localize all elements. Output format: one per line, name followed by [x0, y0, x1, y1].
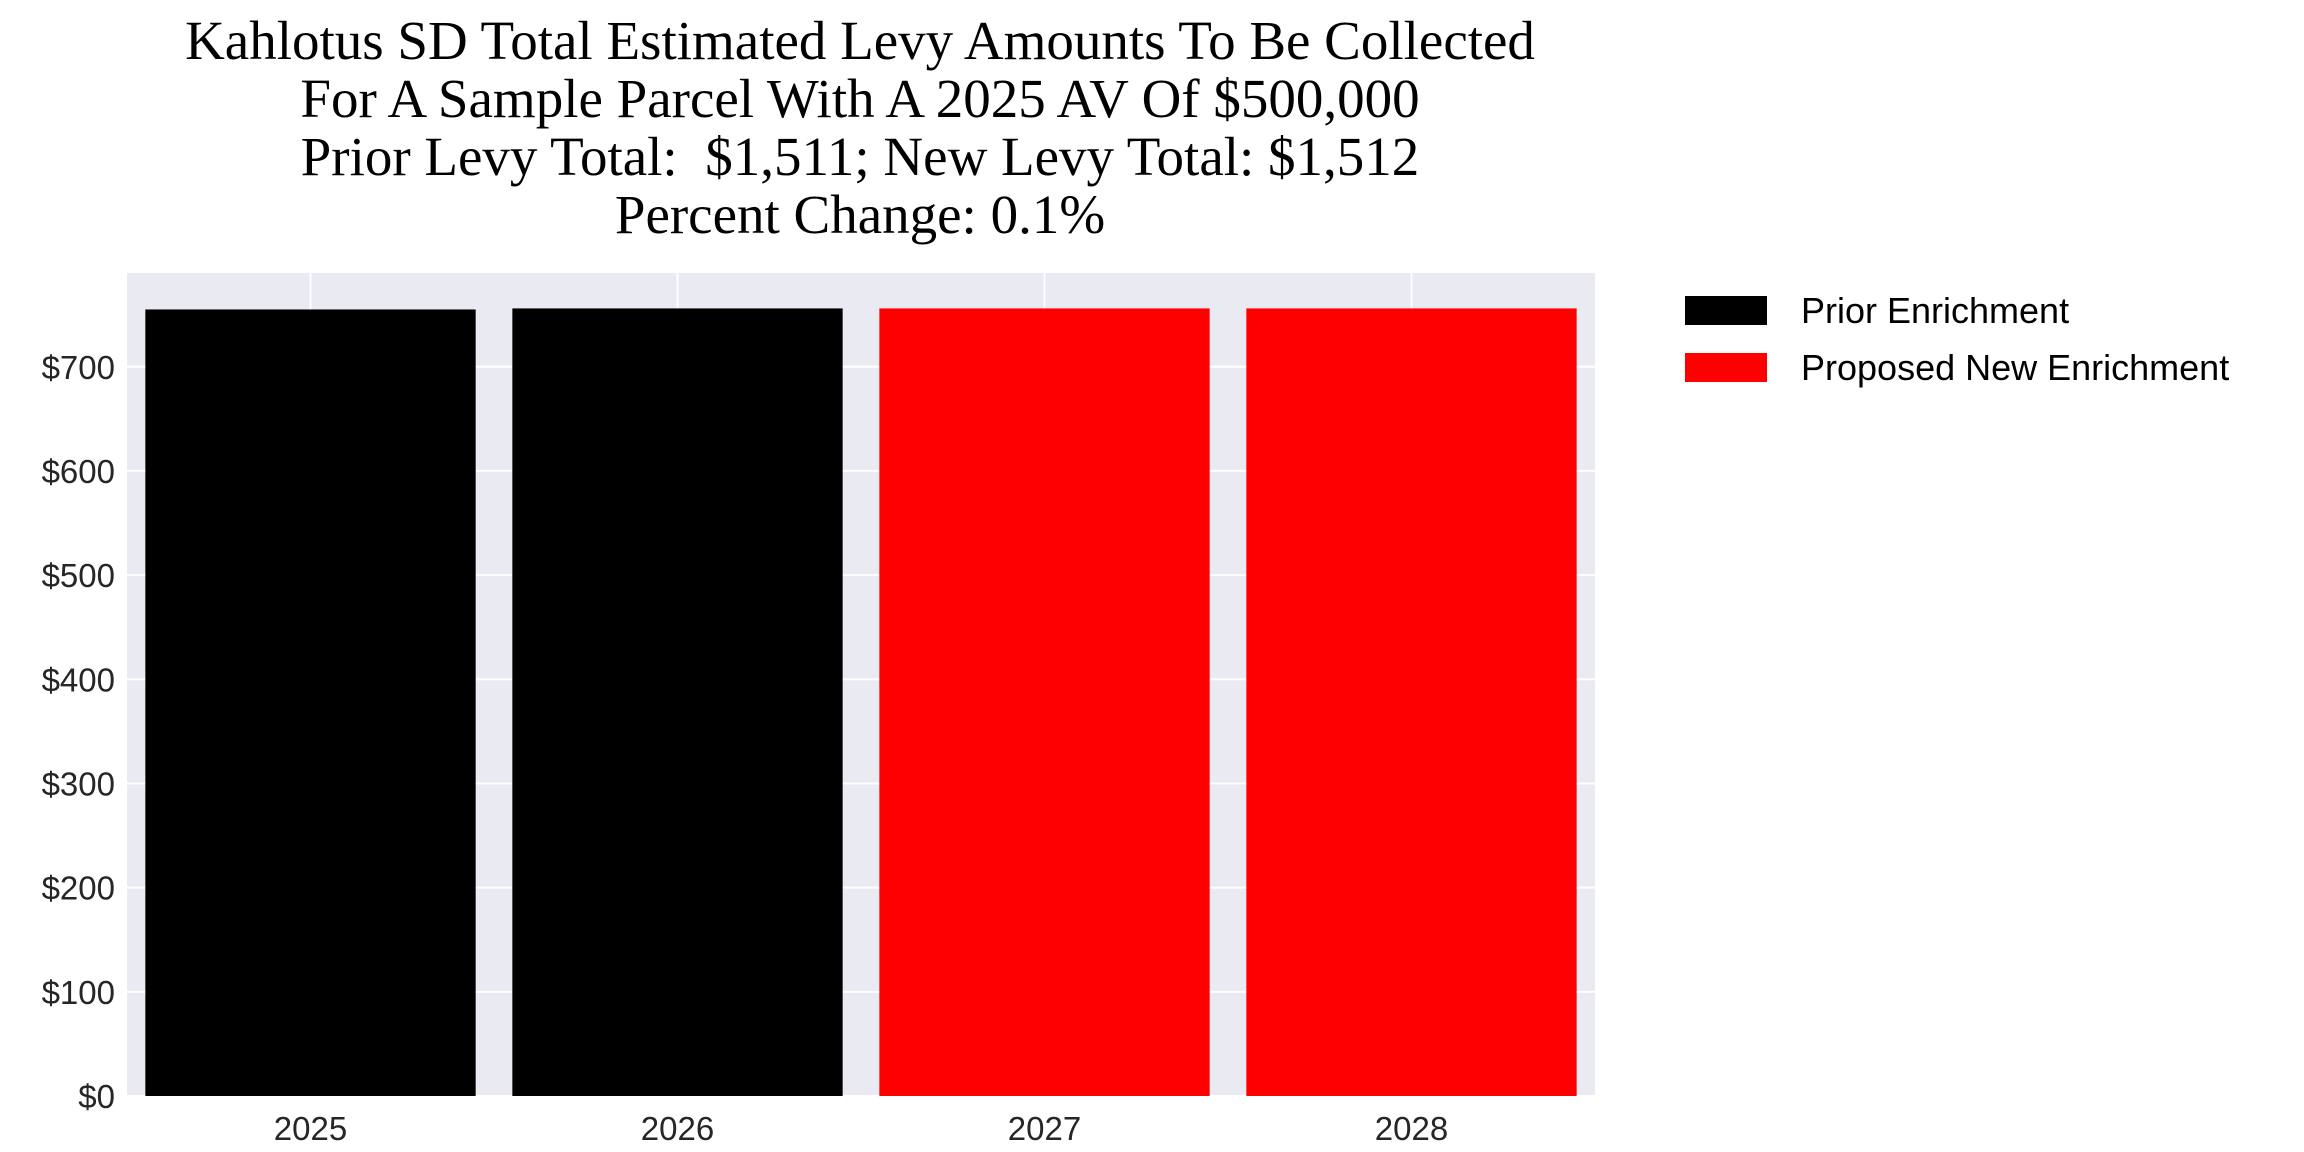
y-tick-label: $0 [78, 1078, 115, 1115]
legend-label-proposed: Proposed New Enrichment [1801, 346, 2230, 388]
y-tick-label: $500 [42, 557, 115, 594]
x-tick-label: 2028 [1375, 1110, 1448, 1147]
y-tick-label: $300 [42, 765, 115, 802]
legend-swatch-proposed [1685, 353, 1767, 382]
bar-2025 [145, 309, 476, 1096]
y-tick-label: $600 [42, 453, 115, 490]
y-tick-label: $700 [42, 349, 115, 386]
x-tick-label: 2027 [1008, 1110, 1081, 1147]
legend-label-prior: Prior Enrichment [1801, 289, 2070, 331]
y-tick-label: $100 [42, 974, 115, 1011]
x-tick-label: 2025 [274, 1110, 347, 1147]
title-line-1: Kahlotus SD Total Estimated Levy Amounts… [185, 10, 1535, 71]
title-line-4: Percent Change: 0.1% [614, 184, 1106, 245]
legend-item-proposed: Proposed New Enrichment [1685, 339, 2229, 396]
x-tick-label: 2026 [641, 1110, 714, 1147]
y-tick-label: $400 [42, 661, 115, 698]
bar-2026 [512, 308, 843, 1096]
title-line-3: Prior Levy Total: $1,511; New Levy Total… [300, 126, 1420, 187]
legend-swatch-prior [1685, 296, 1767, 325]
y-tick-label: $200 [42, 870, 115, 907]
legend: Prior Enrichment Proposed New Enrichment [1685, 282, 2229, 396]
bar-2027 [879, 308, 1210, 1096]
chart-title: Kahlotus SD Total Estimated Levy Amounts… [0, 12, 1720, 244]
bar-2028 [1246, 308, 1577, 1096]
title-line-2: For A Sample Parcel With A 2025 AV Of $5… [300, 68, 1420, 129]
legend-item-prior: Prior Enrichment [1685, 282, 2229, 339]
